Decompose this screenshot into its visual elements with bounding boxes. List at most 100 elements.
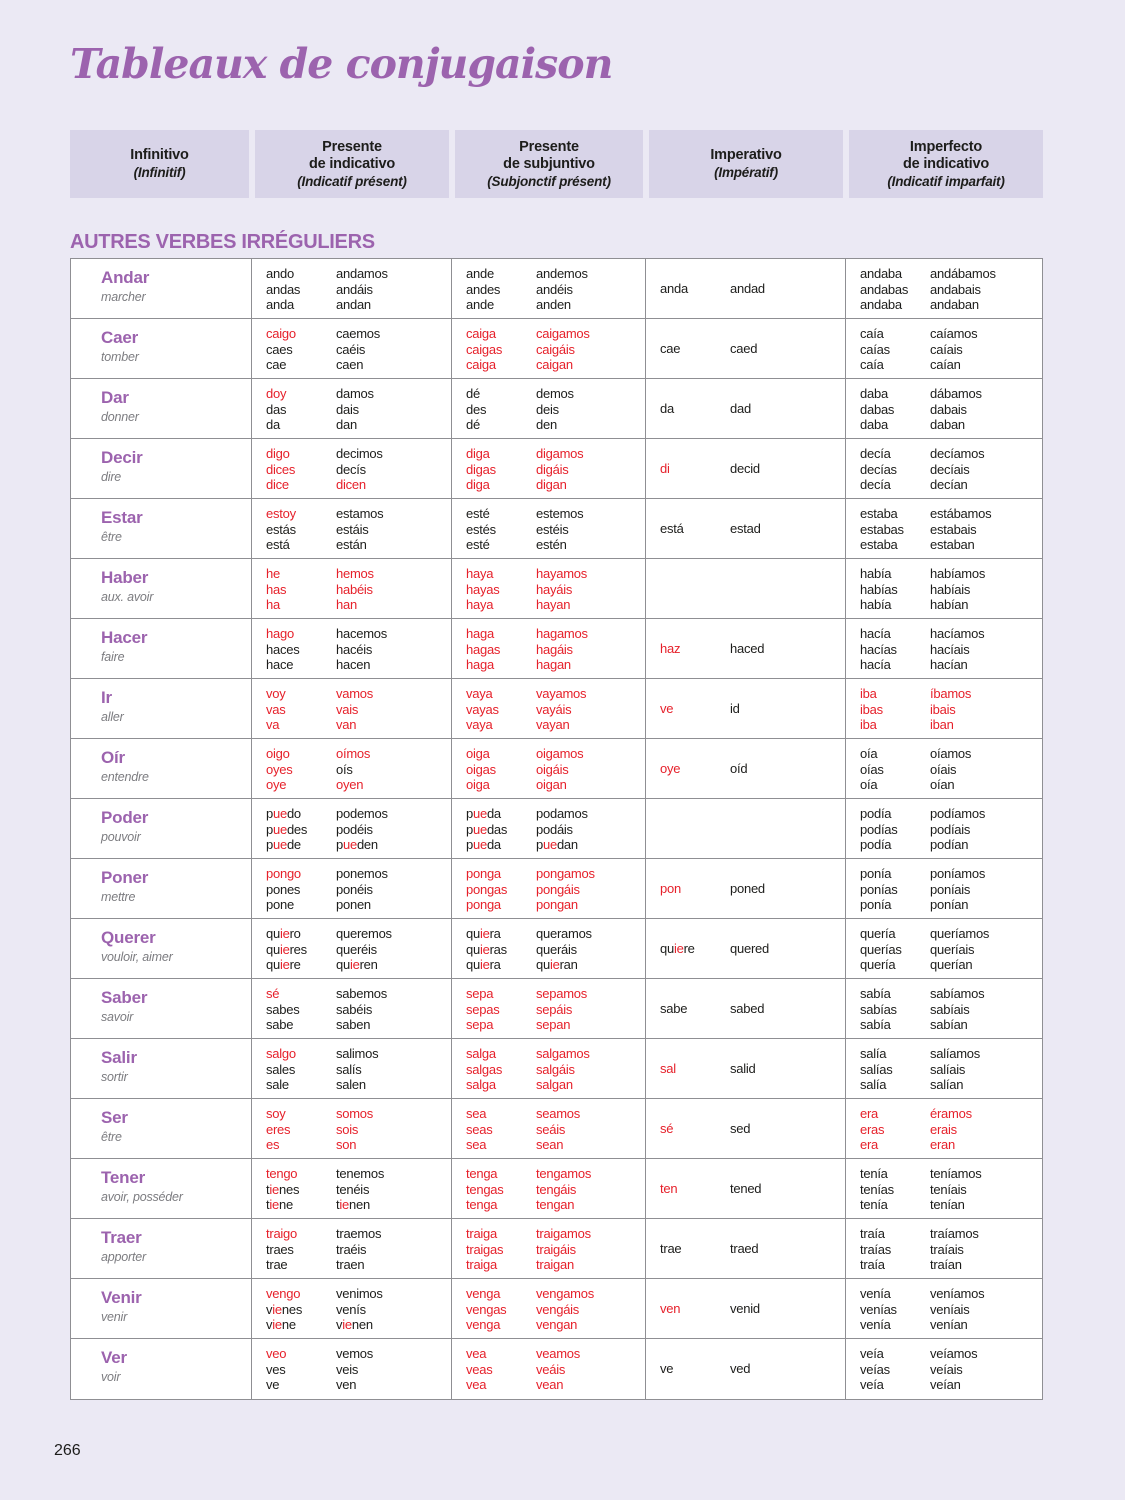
verb-translation: donner: [101, 410, 139, 424]
header-cell-infinitivo: Infinitivo (Infinitif): [70, 130, 252, 198]
form-plural: oíamos: [930, 746, 972, 761]
conjugation-line: tenía tenían: [860, 1197, 1040, 1213]
irregular-letters: oyen: [336, 777, 364, 792]
header-label-es: Imperfecto de indicativo: [902, 138, 990, 172]
irregular-letters: vaya: [466, 686, 493, 701]
form-plural: andéis: [536, 281, 573, 297]
infinitive-cell: Ir aller: [71, 679, 252, 738]
verb-translation: venir: [101, 1310, 128, 1324]
form-plural: eran: [930, 1137, 955, 1152]
form-plural: traigan: [536, 1257, 574, 1272]
irregular-letters: traigáis: [536, 1241, 576, 1257]
form-plural: id: [730, 700, 740, 716]
irregular-letters: sepas: [466, 1001, 500, 1017]
form-plural: sabéis: [336, 1001, 373, 1017]
presente-indicativo-cell: estoy estamos estás estáis está están: [252, 499, 452, 558]
header-label-es: Presente de indicativo: [308, 138, 396, 172]
header-cell-imperfecto: Imperfecto de indicativo (Indicatif impa…: [846, 130, 1043, 198]
irregular-letters: habéis: [336, 581, 373, 597]
conjugation-line: decía decíamos: [860, 446, 1040, 462]
form-singular: pueda: [466, 837, 501, 852]
irregular-letters: ue: [272, 806, 287, 821]
verb-infinitive: Tener: [101, 1168, 146, 1187]
irregular-letters: ibais: [930, 701, 956, 717]
form-singular: has: [266, 582, 336, 598]
imperativo-cell: trae traed: [646, 1219, 846, 1278]
verb-row-dar: Dar donner doy damos das dais da dan dé demos des d…: [71, 379, 1042, 439]
form-singular: trae: [660, 1240, 682, 1256]
form-plural: caíais: [930, 341, 963, 357]
form-singular: esté: [466, 537, 490, 552]
irregular-letters: salgo: [266, 1046, 296, 1061]
form-singular: ponga: [466, 897, 536, 913]
irregular-letters: vamos: [336, 686, 374, 701]
conjugation-line: ponía poníamos: [860, 866, 1040, 882]
form-plural: venís: [336, 1301, 366, 1317]
infinitive-cell: Poder pouvoir: [71, 799, 252, 858]
conjugation-line: tengo tenemos: [266, 1166, 449, 1182]
infinitive-cell: Querer vouloir, aimer: [71, 919, 252, 978]
form-singular: quiero: [266, 926, 301, 941]
irregular-letters: hagamos: [536, 626, 588, 641]
form-singular: sabía: [860, 1017, 891, 1032]
irregular-letters: dice: [266, 477, 289, 492]
conjugation-line: di decid: [660, 461, 760, 477]
form-singular: andaba: [860, 297, 902, 312]
verb-translation: voir: [101, 1370, 121, 1384]
form-plural: digáis: [536, 462, 569, 477]
irregular-letters: ten: [660, 1180, 678, 1196]
presente-indicativo-cell: he hemos has habéis ha han: [252, 559, 452, 618]
conjugation-line: vea vean: [466, 1377, 643, 1393]
form-plural: dan: [336, 417, 357, 432]
form-plural: seamos: [536, 1106, 580, 1121]
conjugation-line: pones ponéis: [266, 882, 449, 898]
conjugation-line: sabía sabíamos: [860, 986, 1040, 1002]
conjugation-line: ve ved: [660, 1361, 750, 1377]
form-singular: oye: [266, 777, 336, 793]
conjugation-line: vayas vayáis: [466, 702, 643, 718]
conjugation-line: iba iban: [860, 717, 1040, 733]
conjugation-line: sepas sepáis: [466, 1002, 643, 1018]
imperfecto-indicativo-cell: quería queríamos querías queríais quería quer…: [846, 919, 1042, 978]
imperativo-cell: oye oíd: [646, 739, 846, 798]
form-singular: sepa: [466, 986, 536, 1002]
form-singular: salía: [860, 1077, 887, 1092]
conjugation-line: oyes oís: [266, 762, 449, 778]
conjugation-line: estás estáis: [266, 522, 449, 538]
form-singular: caiga: [466, 357, 536, 373]
form-singular: vengas: [466, 1302, 536, 1318]
imperfecto-indicativo-cell: daba dábamos dabas dabais daba daban: [846, 379, 1042, 438]
conjugation-line: puedo podemos: [266, 806, 449, 822]
form-plural: caigáis: [536, 342, 575, 357]
form-plural: caíamos: [930, 326, 978, 341]
form-plural: vean: [536, 1377, 563, 1392]
verb-infinitive: Poder: [101, 808, 149, 827]
form-plural: salid: [730, 1060, 756, 1076]
irregular-letters: tenga: [466, 1166, 498, 1181]
presente-indicativo-cell: puedo podemos puedes podéis puede pueden: [252, 799, 452, 858]
form-singular: hagas: [466, 642, 536, 658]
irregular-letters: vengas: [466, 1301, 507, 1317]
conjugation-line: había habíamos: [860, 566, 1040, 582]
form-plural: caéis: [336, 341, 366, 357]
irregular-letters: salgan: [536, 1077, 573, 1092]
conjugation-line: andaba andaban: [860, 297, 1040, 313]
imperativo-cell: ten tened: [646, 1159, 846, 1218]
form-singular: quería: [860, 926, 896, 941]
irregular-letters: ie: [479, 926, 490, 941]
conjugation-line: anda andad: [660, 281, 765, 297]
form-singular: estaba: [860, 537, 898, 552]
conjugation-line: tenías teníais: [860, 1182, 1040, 1198]
form-plural: poníamos: [930, 866, 986, 881]
conjugation-line: salga salgamos: [466, 1046, 643, 1062]
form-singular: ten: [660, 1181, 730, 1197]
conjugation-line: [660, 821, 730, 837]
form-plural: estaban: [930, 537, 975, 552]
form-plural: caigamos: [536, 326, 590, 341]
form-plural: vemos: [336, 1346, 374, 1361]
form-singular: sales: [266, 1061, 296, 1077]
form-plural: veamos: [536, 1346, 580, 1361]
infinitive-cell: Tener avoir, posséder: [71, 1159, 252, 1218]
page-title: Tableaux de conjugaison: [70, 40, 613, 88]
conjugation-line: anda andan: [266, 297, 449, 313]
